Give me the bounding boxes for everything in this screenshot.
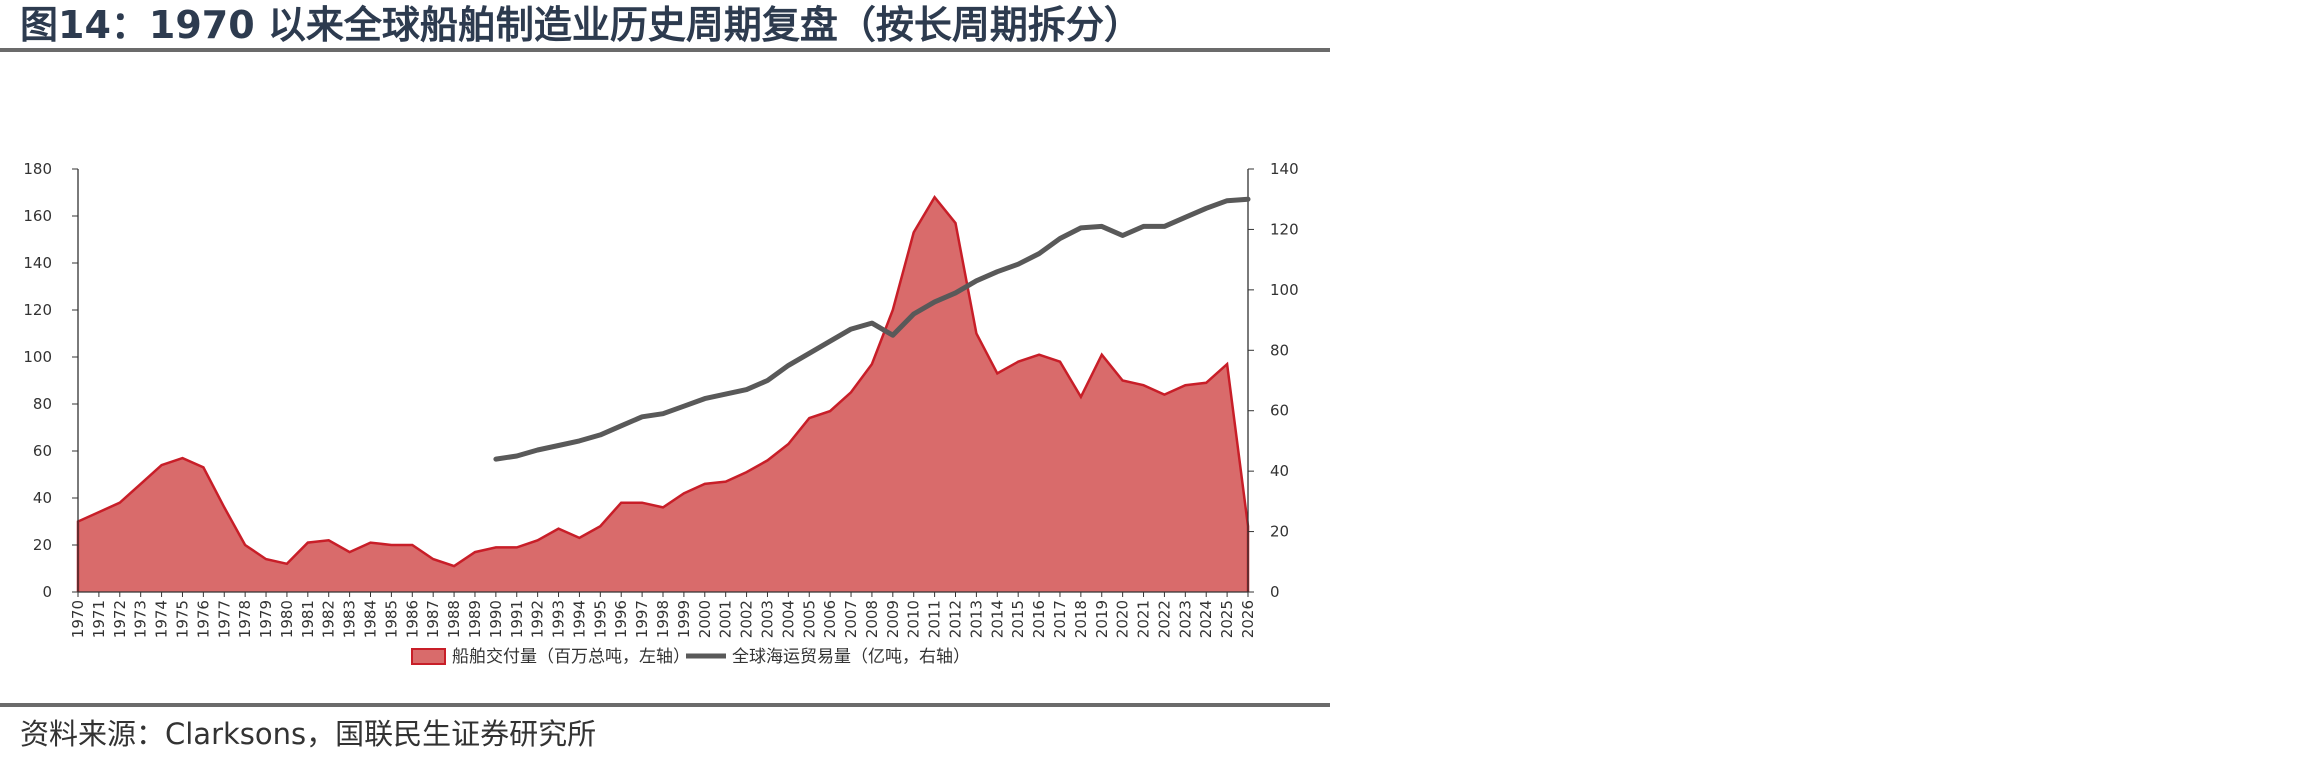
series-deliveries-outline bbox=[76, 195, 1250, 592]
x-axis-tick-label: 2024 bbox=[1197, 600, 1215, 638]
legend-label-seaborne-trade: 全球海运贸易量（亿吨，右轴） bbox=[732, 647, 970, 667]
chart: 0 20 40 60 80 100 120 140 160 180 0 20 40 60 80 100 120 1… bbox=[23, 160, 1299, 667]
x-axis-tick-label: 2010 bbox=[905, 600, 923, 638]
x-axis-tick-label: 1976 bbox=[194, 600, 212, 638]
x-axis-tick-label: 1983 bbox=[341, 600, 359, 638]
x-axis-tick-label: 1986 bbox=[403, 600, 421, 638]
x-axis-tick-label: 2021 bbox=[1135, 600, 1153, 638]
x-axis-tick-label: 1980 bbox=[278, 600, 296, 638]
x-axis-tick-label: 2001 bbox=[717, 600, 735, 638]
x-axis-tick-label: 1989 bbox=[466, 600, 484, 638]
right-axis-tick-label: 100 bbox=[1270, 281, 1299, 299]
legend-swatch-deliveries bbox=[411, 648, 446, 665]
x-axis-tick-label: 2020 bbox=[1114, 600, 1132, 638]
source-overline bbox=[0, 703, 1330, 707]
right-axis-tick-label: 40 bbox=[1270, 462, 1289, 480]
x-axis-tick-label: 2007 bbox=[842, 600, 860, 638]
x-axis-tick-label: 2006 bbox=[821, 600, 839, 638]
right-axis-tick-label: 0 bbox=[1270, 583, 1280, 601]
left-axis-tick-label: 40 bbox=[33, 489, 52, 507]
left-axis-tick-label: 160 bbox=[23, 207, 52, 225]
x-axis-tick-label: 1975 bbox=[173, 600, 191, 638]
x-axis-tick-label: 2004 bbox=[779, 600, 797, 638]
left-axis-tick-label: 80 bbox=[33, 395, 52, 413]
x-axis-tick-label: 1974 bbox=[153, 600, 171, 638]
x-axis-tick-label: 1978 bbox=[236, 600, 254, 638]
x-axis-tick-label: 1979 bbox=[257, 600, 275, 638]
x-axis-tick-label: 1990 bbox=[487, 600, 505, 638]
x-axis-tick-label: 2008 bbox=[863, 600, 881, 638]
x-axis-tick-label: 1998 bbox=[654, 600, 672, 638]
x-axis-tick-label: 1985 bbox=[382, 600, 400, 638]
x-axis-tick-label: 1971 bbox=[90, 600, 108, 638]
figure-title: 图14：1970 以来全球船舶制造业历史周期复盘（按长周期拆分） bbox=[20, 3, 1142, 47]
left-axis-tick-label: 140 bbox=[23, 254, 52, 272]
x-axis-tick-label: 1982 bbox=[320, 600, 338, 638]
x-axis-tick-label: 1991 bbox=[508, 600, 526, 638]
x-axis-tick-label: 2012 bbox=[947, 600, 965, 638]
x-axis-tick-label: 2023 bbox=[1176, 600, 1194, 638]
series-seaborne-trade-line bbox=[493, 196, 1251, 462]
x-axis-tick-label: 2019 bbox=[1093, 600, 1111, 638]
legend-label-deliveries: 船舶交付量（百万总吨，左轴） bbox=[452, 647, 690, 667]
x-axis-tick-label: 2013 bbox=[967, 600, 985, 638]
x-axis-tick-label: 1994 bbox=[570, 600, 588, 638]
title-underline bbox=[0, 48, 1330, 52]
x-axis-tick-label: 2022 bbox=[1155, 600, 1173, 638]
left-axis-tick-label: 180 bbox=[23, 160, 52, 178]
x-axis-tick-label: 2011 bbox=[926, 600, 944, 638]
x-axis-tick-label: 1972 bbox=[111, 600, 129, 638]
x-axis-tick-label: 1995 bbox=[591, 600, 609, 638]
right-axis-tick-label: 20 bbox=[1270, 523, 1289, 541]
x-axis-tick-label: 1999 bbox=[675, 600, 693, 638]
right-axis-tick-label: 120 bbox=[1270, 220, 1299, 238]
x-axis-tick-label: 2003 bbox=[758, 600, 776, 638]
x-axis-tick-label: 2009 bbox=[884, 600, 902, 638]
x-axis-tick-label: 2005 bbox=[800, 600, 818, 638]
series-deliveries-area bbox=[78, 197, 1248, 592]
x-axis-tick-label: 1981 bbox=[299, 600, 317, 638]
x-axis-tick-label: 2026 bbox=[1239, 600, 1257, 638]
x-axis-tick-label: 2014 bbox=[988, 600, 1006, 638]
x-axis-tick-label: 1992 bbox=[529, 600, 547, 638]
x-axis-tick-label: 1997 bbox=[633, 600, 651, 638]
x-axis-tick-label: 2016 bbox=[1030, 600, 1048, 638]
x-axis-tick-label: 2017 bbox=[1051, 600, 1069, 638]
x-axis-tick-label: 2002 bbox=[738, 600, 756, 638]
right-axis-tick-label: 80 bbox=[1270, 341, 1289, 359]
x-axis-tick-label: 2025 bbox=[1218, 600, 1236, 638]
x-axis-tick-label: 2000 bbox=[696, 600, 714, 638]
x-axis-tick-label: 1996 bbox=[612, 600, 630, 638]
right-axis-tick-label: 140 bbox=[1270, 160, 1299, 178]
x-axis-tick-label: 1988 bbox=[445, 600, 463, 638]
x-axis-tick-label: 1970 bbox=[69, 600, 87, 638]
source-note: 资料来源：Clarksons，国联民生证券研究所 bbox=[20, 717, 597, 751]
left-axis-tick-label: 100 bbox=[23, 348, 52, 366]
x-axis-tick-label: 1977 bbox=[215, 600, 233, 638]
left-axis-tick-label: 0 bbox=[42, 583, 52, 601]
left-axis-tick-label: 20 bbox=[33, 536, 52, 554]
right-axis-tick-label: 60 bbox=[1270, 402, 1289, 420]
left-axis-tick-label: 120 bbox=[23, 301, 52, 319]
x-axis-tick-label: 1993 bbox=[550, 600, 568, 638]
x-axis-tick-label: 2018 bbox=[1072, 600, 1090, 638]
x-axis-tick-label: 1987 bbox=[424, 600, 442, 638]
x-axis-tick-label: 1973 bbox=[132, 600, 150, 638]
x-axis-tick-label: 2015 bbox=[1009, 600, 1027, 638]
left-axis-tick-label: 60 bbox=[33, 442, 52, 460]
x-axis-tick-label: 1984 bbox=[362, 600, 380, 638]
